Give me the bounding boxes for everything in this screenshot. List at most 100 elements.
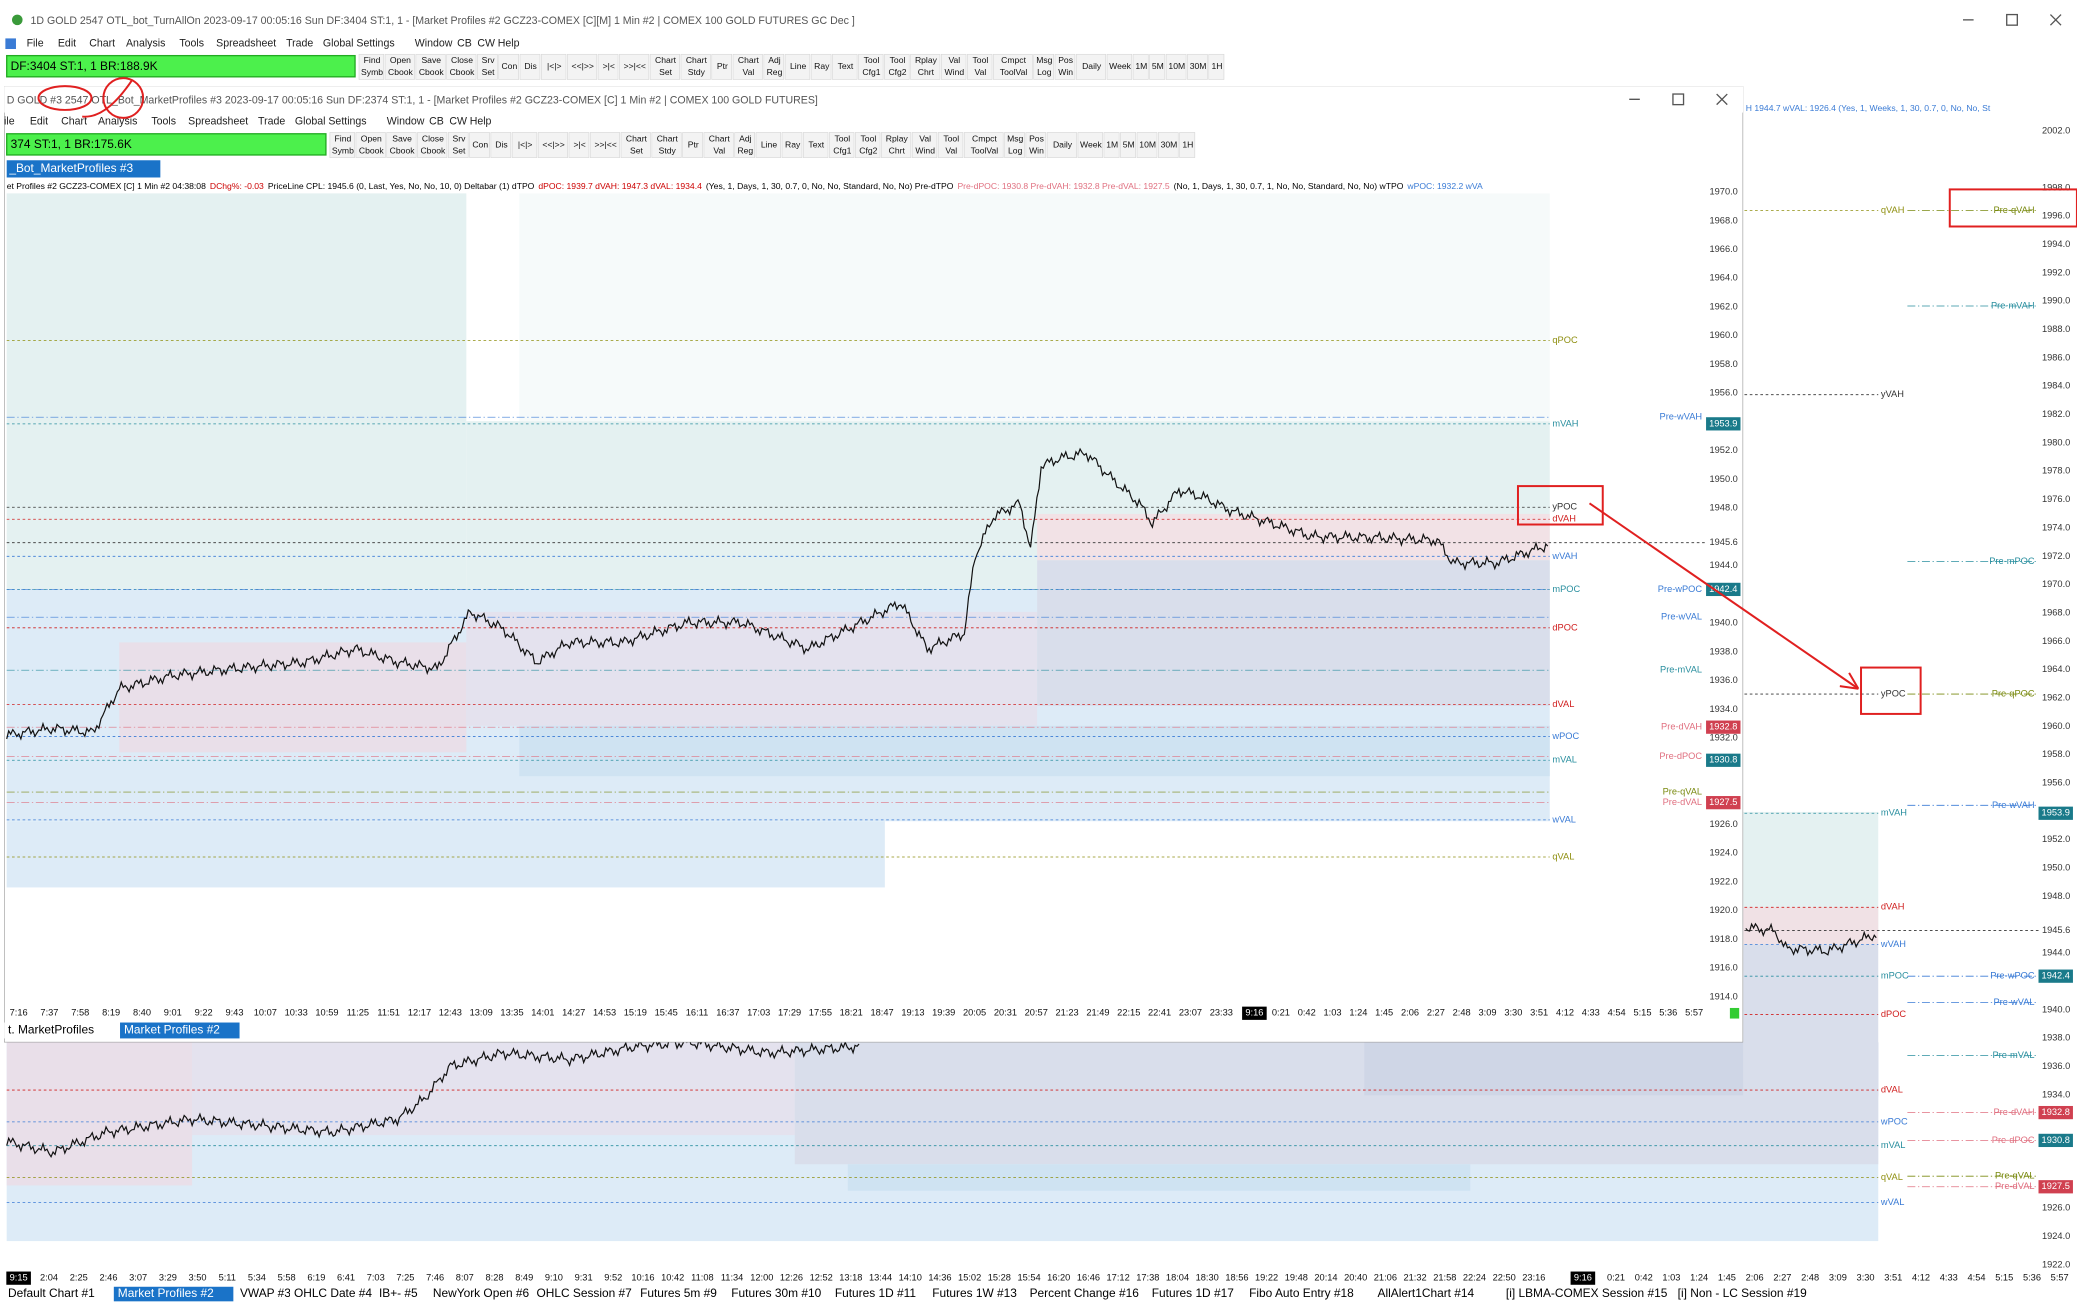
close-button[interactable] — [1716, 93, 1728, 106]
menu-item[interactable]: Analysis — [126, 38, 165, 50]
toolbar-button[interactable] — [597, 53, 619, 80]
toolbar-button[interactable] — [963, 132, 1004, 158]
toolbar-button[interactable] — [540, 53, 567, 80]
toolbar-button[interactable] — [1103, 132, 1120, 158]
toolbar-button[interactable] — [649, 53, 680, 80]
menu-item[interactable]: Global Settings — [295, 116, 367, 128]
menu-item[interactable]: Analysis — [98, 116, 137, 128]
toolbar-button[interactable] — [781, 132, 803, 158]
menu-item[interactable]: CW — [477, 38, 495, 50]
menu-item[interactable]: Trade — [258, 116, 285, 128]
toolbar-button[interactable] — [680, 53, 711, 80]
toolbar-button[interactable] — [651, 132, 682, 158]
menu-item[interactable]: Edit — [58, 38, 76, 50]
tab[interactable] — [1501, 1286, 1672, 1302]
toolbar-button[interactable] — [417, 132, 448, 158]
toolbar-button[interactable] — [855, 132, 881, 158]
toolbar-button[interactable] — [1120, 132, 1137, 158]
tab[interactable] — [1673, 1286, 1831, 1302]
toolbar-button[interactable] — [734, 132, 755, 158]
toolbar-button[interactable] — [477, 53, 498, 80]
tab[interactable] — [727, 1286, 829, 1302]
toolbar-button[interactable] — [620, 132, 651, 158]
tab[interactable] — [636, 1286, 725, 1302]
menu-item[interactable]: Trade — [286, 38, 313, 50]
toolbar-button[interactable] — [810, 53, 832, 80]
tab[interactable] — [289, 1286, 373, 1302]
toolbar-button[interactable] — [511, 132, 538, 158]
menu-item[interactable]: File — [27, 38, 44, 50]
toolbar-button[interactable] — [1208, 53, 1225, 80]
menu-item[interactable]: Tools — [151, 116, 176, 128]
menu-item[interactable]: Help — [470, 116, 492, 128]
toolbar-button[interactable] — [1004, 132, 1025, 158]
active-tab[interactable] — [113, 1286, 234, 1302]
menu-item[interactable]: CW — [449, 116, 467, 128]
toolbar-button[interactable] — [910, 53, 941, 80]
toolbar-button[interactable] — [755, 132, 782, 158]
menu-item[interactable]: ile — [4, 116, 15, 128]
toolbar-button[interactable] — [881, 132, 912, 158]
toolbar-button[interactable] — [884, 53, 910, 80]
toolbar-button[interactable] — [329, 132, 355, 158]
toolbar-button[interactable] — [937, 132, 964, 158]
toolbar-button[interactable] — [911, 132, 938, 158]
maximize-button[interactable] — [2006, 13, 2018, 26]
toolbar-button[interactable] — [1075, 53, 1107, 80]
toolbar-button[interactable] — [1132, 53, 1149, 80]
toolbar-button[interactable] — [732, 53, 763, 80]
toolbar-button[interactable] — [993, 53, 1033, 80]
toolbar-button[interactable] — [447, 132, 469, 158]
toolbar-button[interactable] — [566, 53, 598, 80]
toolbar-button[interactable] — [1046, 132, 1077, 158]
toolbar-button[interactable] — [490, 132, 512, 158]
toolbar-button[interactable] — [828, 132, 855, 158]
menu-item[interactable]: Global Settings — [323, 38, 395, 50]
toolbar-button[interactable] — [763, 53, 785, 80]
toolbar-button[interactable] — [802, 132, 829, 158]
toolbar-button[interactable] — [858, 53, 884, 80]
toolbar-button[interactable] — [415, 53, 446, 80]
menu-item[interactable]: CB — [429, 116, 444, 128]
tab[interactable] — [374, 1286, 427, 1302]
toolbar-button[interactable] — [784, 53, 811, 80]
tab[interactable] — [1373, 1286, 1500, 1302]
tab[interactable] — [830, 1286, 926, 1302]
tab[interactable] — [1245, 1286, 1371, 1302]
tab[interactable] — [1025, 1286, 1146, 1302]
toolbar-button[interactable] — [589, 132, 621, 158]
toolbar-button[interactable] — [1157, 132, 1179, 158]
toolbar-button[interactable] — [703, 132, 734, 158]
tab[interactable] — [236, 1286, 288, 1302]
toolbar-button[interactable] — [1136, 132, 1158, 158]
toolbar-button[interactable] — [1165, 53, 1187, 80]
toolbar-button[interactable] — [1025, 132, 1047, 158]
menu-item[interactable]: Tools — [179, 38, 204, 50]
toolbar-button[interactable] — [1106, 53, 1133, 80]
toolbar-button[interactable] — [469, 132, 490, 158]
menu-item[interactable]: CB — [457, 38, 472, 50]
tab[interactable] — [928, 1286, 1023, 1302]
toolbar-button[interactable] — [1054, 53, 1076, 80]
close-button[interactable] — [2049, 14, 2062, 26]
tab[interactable] — [532, 1286, 634, 1302]
toolbar-button[interactable] — [384, 53, 415, 80]
active-tab[interactable] — [120, 1022, 240, 1039]
menu-item[interactable]: Help — [498, 38, 520, 50]
toolbar-button[interactable] — [1179, 132, 1196, 158]
menu-item[interactable]: Chart — [61, 116, 87, 128]
tab[interactable] — [1147, 1286, 1243, 1302]
toolbar-button[interactable] — [1077, 132, 1103, 158]
toolbar-button[interactable] — [386, 132, 417, 158]
toolbar-button[interactable] — [355, 132, 386, 158]
toolbar-button[interactable] — [1033, 53, 1054, 80]
toolbar-button[interactable] — [358, 53, 385, 80]
toolbar-button[interactable] — [619, 53, 650, 80]
menu-item[interactable]: Spreadsheet — [216, 38, 276, 50]
toolbar-button[interactable] — [446, 53, 477, 80]
toolbar-button[interactable] — [498, 53, 520, 80]
menu-item[interactable]: Spreadsheet — [188, 116, 248, 128]
toolbar-button[interactable] — [568, 132, 590, 158]
toolbar-button[interactable] — [519, 53, 541, 80]
toolbar-button[interactable] — [1149, 53, 1166, 80]
